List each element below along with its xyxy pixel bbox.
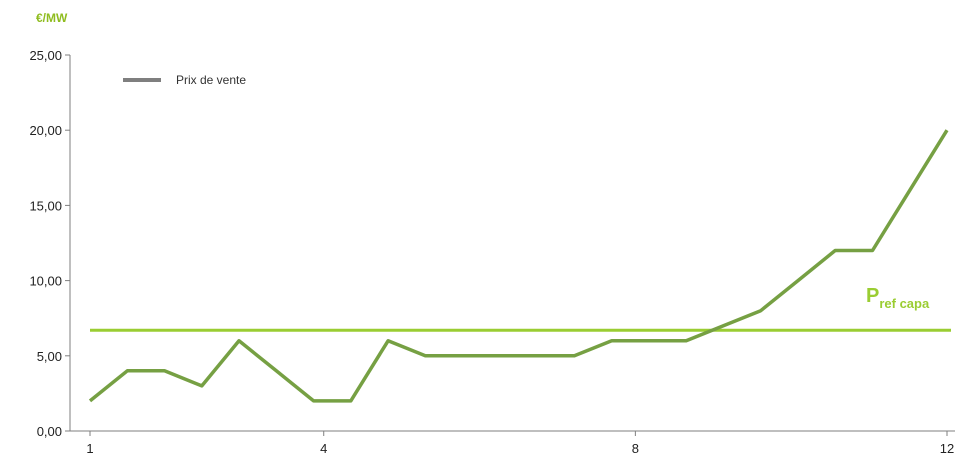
y-axis-unit-label: €/MW xyxy=(36,11,68,25)
y-tick-label: 5,00 xyxy=(37,349,62,364)
y-ticks: 0,00 5,00 10,00 15,00 20,00 25,00 xyxy=(29,48,70,439)
reference-line-label: Pref capa xyxy=(866,285,930,311)
legend: Prix de vente xyxy=(123,73,246,87)
y-tick-label: 25,00 xyxy=(29,48,62,63)
y-tick-label: 15,00 xyxy=(29,198,62,213)
y-tick-label: 0,00 xyxy=(37,424,62,439)
reference-line-label-main: P xyxy=(866,285,879,307)
reference-line-label-sub: ref capa xyxy=(879,296,930,311)
series-line-prix-de-vente xyxy=(88,129,949,403)
x-tick-label: 8 xyxy=(632,441,639,456)
x-tick-label: 4 xyxy=(320,441,327,456)
legend-label: Prix de vente xyxy=(176,73,246,87)
y-tick-label: 10,00 xyxy=(29,274,62,289)
x-ticks: 1 4 8 12 xyxy=(86,431,954,456)
x-tick-label: 12 xyxy=(940,441,954,456)
y-tick-label: 20,00 xyxy=(29,123,62,138)
x-tick-label: 1 xyxy=(86,441,93,456)
